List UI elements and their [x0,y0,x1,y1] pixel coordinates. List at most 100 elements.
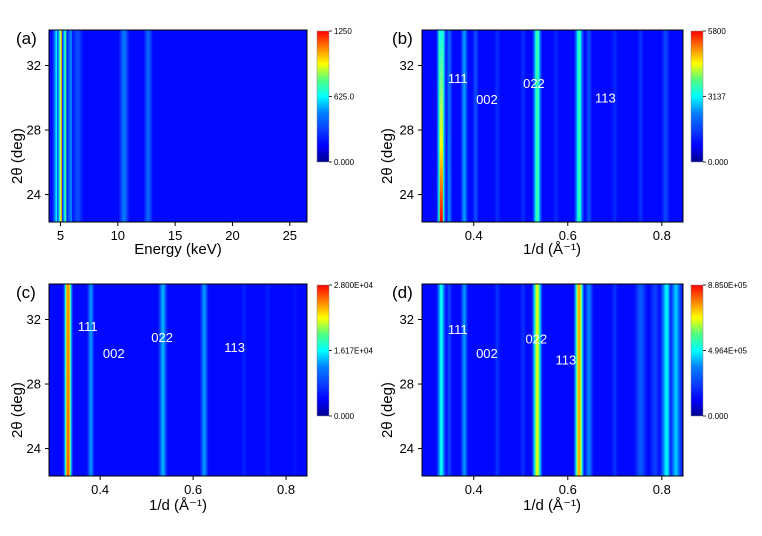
y-tick-label: 28 [27,123,41,138]
y-tick-label: 24 [27,187,41,202]
y-axis-title: 2θ (deg) [9,128,26,184]
panel-label: (c) [16,283,36,302]
peak-annotation: 022 [525,332,547,347]
x-tick-label: 15 [168,228,182,243]
x-axis-title: 1/d (Å⁻¹) [149,497,207,514]
y-tick-label: 24 [27,441,41,456]
colorbar-label: 4.964E+05 [708,347,747,356]
colorbar-label: 0.000 [334,412,355,421]
heatmap-bands [63,284,299,476]
panel-label: (a) [16,29,37,48]
y-tick-label: 24 [400,187,414,202]
y-tick-label: 32 [400,312,414,327]
x-tick-label: 0.6 [184,482,202,497]
peak-annotation: 002 [476,346,498,361]
heatmap-band [611,284,618,476]
peak-annotation: 113 [556,353,577,368]
heatmap-band [460,284,468,476]
heatmap-band [520,284,527,476]
heatmap-bands [436,284,683,476]
x-tick-label: 5 [57,228,64,243]
x-tick-label: 0.8 [653,228,671,243]
heatmap-band [637,30,644,222]
heatmap-band [264,284,271,476]
panel-c: 0.4 0.6 0.8 24 28 32 (c) 2θ (deg) 1/d (Å⁻¹) 111 00… [9,281,373,514]
panel-label: (b) [392,29,413,48]
heatmap-band [660,284,673,476]
heatmap-band-core [439,30,443,222]
heatmap-band [241,284,248,476]
colorbar-label: 1.617E+04 [334,347,373,356]
heatmap-band-core [448,30,451,222]
heatmap-band [119,30,130,222]
peak-annotation: 111 [448,322,468,337]
peak-annotation: 002 [476,92,498,107]
plot-frame [48,29,308,223]
heatmap-band [494,284,501,476]
colorbar-label: 8.850E+05 [708,281,747,290]
heatmap-band [436,284,446,476]
y-tick-label: 32 [27,58,41,73]
y-tick-label: 32 [27,312,41,327]
panel-a: 5 10 15 20 25 24 28 32 (a) 2θ (deg) Energy (keV) 12… [9,27,355,258]
x-tick-label: 0.4 [91,482,109,497]
heatmap-band [472,30,479,222]
peak-annotation: 113 [595,91,616,106]
x-tick-label: 10 [111,228,125,243]
x-axis-title: 1/d (Å⁻¹) [523,241,581,258]
colorbar [690,30,704,163]
heatmap-band [669,284,683,476]
panel-label: (d) [392,283,413,302]
colorbar-label: 3137 [708,93,726,102]
y-axis-title: 2θ (deg) [9,382,26,438]
heatmap-band [460,30,468,222]
y-axis-title: 2θ (deg) [379,128,396,184]
x-tick-label: 0.4 [465,482,483,497]
heatmap-band [494,30,501,222]
heatmap-band [532,284,543,476]
heatmap-bands [436,30,670,222]
heatmap-band [143,30,153,222]
heatmap-band [292,284,299,476]
colorbar-label: 1250 [334,27,352,36]
colorbar-label: 0.000 [334,158,355,167]
heatmap-band [574,30,584,222]
x-tick-label: 0.8 [653,482,671,497]
x-tick-label: 25 [283,228,297,243]
y-tick-label: 28 [27,377,41,392]
y-tick-label: 28 [400,377,414,392]
x-tick-label: 0.6 [559,482,577,497]
colorbar-label: 2.800E+04 [334,281,373,290]
heatmap-band [158,284,168,476]
heatmap-band [584,284,594,476]
x-tick-label: 20 [225,228,239,243]
colorbar-label: 0.000 [708,158,729,167]
colorbar-label: 5800 [708,27,726,36]
y-tick-label: 28 [400,123,414,138]
panel-d: 0.4 0.6 0.8 24 28 32 (d) 2θ (deg) 1/d (Å⁻¹) 111 00… [379,281,747,514]
plot-frame [48,283,308,477]
heatmap-band [52,30,62,222]
heatmap-band [200,284,209,476]
heatmap-band [573,284,585,476]
heatmap-band [552,30,560,222]
heatmap-band [61,30,71,222]
heatmap-band [532,30,542,222]
x-tick-label: 0.8 [277,482,295,497]
plot-frame [421,29,684,223]
x-axis-title: 1/d (Å⁻¹) [523,497,581,514]
colorbar [690,284,704,417]
heatmap-band [585,30,593,222]
heatmap-band [520,30,527,222]
heatmap-band-core [66,284,70,476]
x-tick-label: 0.6 [559,228,577,243]
peak-annotation: 111 [448,71,468,86]
heatmap-band [611,30,618,222]
heatmap-band [661,30,670,222]
y-axis-title: 2θ (deg) [379,382,396,438]
peak-annotation: 113 [224,340,245,355]
peak-annotation: 022 [151,330,173,345]
peak-annotation: 002 [103,346,125,361]
panel-b: 0.4 0.6 0.8 24 28 32 (b) 2θ (deg) 1/d (Å⁻¹) 111 00… [379,27,729,258]
